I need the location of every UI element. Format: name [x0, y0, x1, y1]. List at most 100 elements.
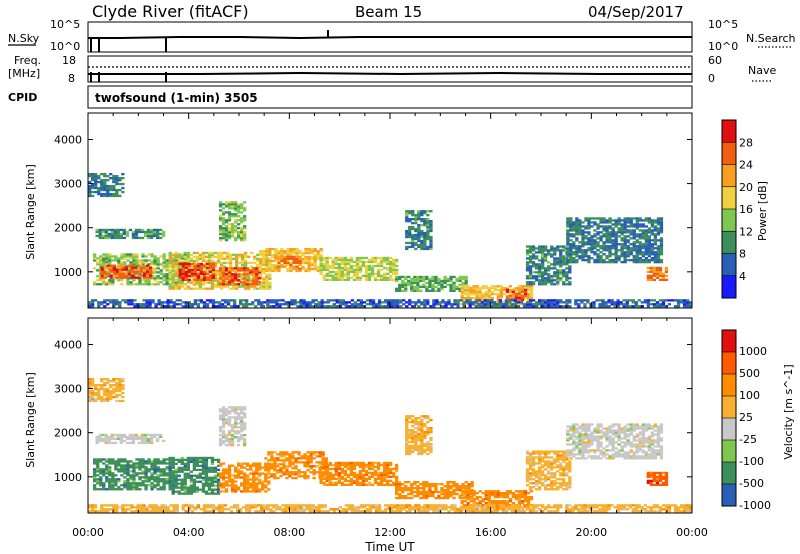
data-cell — [246, 488, 250, 491]
data-cell — [280, 250, 284, 253]
data-cell — [174, 271, 178, 274]
data-cell — [121, 264, 125, 267]
data-cell — [682, 299, 687, 302]
data-cell — [219, 287, 224, 290]
data-cell — [208, 274, 213, 277]
data-cell — [649, 278, 653, 281]
data-cell — [216, 255, 221, 258]
data-cell — [277, 250, 281, 253]
data-cell — [122, 232, 126, 236]
data-cell — [221, 237, 226, 240]
data-cell — [566, 243, 570, 246]
data-cell — [364, 483, 369, 486]
data-cell — [417, 218, 421, 221]
data-cell — [106, 299, 110, 302]
data-cell — [535, 263, 539, 266]
data-cell — [584, 259, 588, 262]
data-cell — [160, 301, 164, 304]
data-cell — [599, 221, 603, 224]
data-cell — [460, 291, 464, 294]
data-cell — [408, 235, 412, 239]
data-cell — [395, 268, 399, 271]
data-cell — [625, 301, 629, 304]
data-cell — [276, 453, 280, 456]
data-cell — [111, 480, 115, 483]
data-cell — [638, 235, 642, 238]
data-cell — [300, 471, 304, 474]
data-cell — [432, 305, 436, 308]
data-cell — [659, 249, 664, 252]
data-cell — [240, 267, 244, 270]
data-cell — [166, 305, 170, 308]
data-cell — [541, 279, 545, 282]
data-cell — [159, 472, 163, 475]
data-cell — [174, 482, 178, 485]
data-cell — [288, 455, 292, 458]
data-cell — [162, 460, 166, 463]
data-cell — [602, 249, 606, 252]
data-cell — [292, 250, 296, 253]
data-cell — [319, 266, 323, 270]
data-cell — [234, 209, 238, 212]
data-cell — [151, 301, 155, 304]
data-cell — [235, 259, 239, 262]
data-cell — [517, 296, 522, 299]
data-cell — [149, 435, 154, 439]
data-cell — [204, 492, 209, 495]
data-cell — [322, 276, 326, 279]
data-cell — [437, 283, 441, 286]
data-cell — [98, 236, 102, 240]
data-cell — [659, 217, 664, 220]
data-cell — [192, 486, 196, 489]
data-cell — [237, 227, 241, 230]
data-cell — [538, 263, 542, 266]
data-cell — [410, 287, 414, 290]
data-cell — [162, 462, 166, 465]
data-cell — [123, 253, 127, 256]
data-cell — [492, 305, 496, 308]
data-cell — [123, 458, 127, 461]
data-cell — [94, 190, 98, 194]
data-cell — [401, 279, 405, 283]
data-cell — [168, 277, 172, 280]
data-cell — [186, 488, 190, 491]
data-cell — [125, 232, 130, 236]
data-cell — [132, 484, 136, 487]
data-cell — [538, 259, 542, 262]
data-cell — [544, 305, 548, 308]
data-cell — [91, 173, 95, 176]
data-cell — [526, 299, 531, 302]
data-cell — [396, 303, 400, 306]
data-cell — [183, 490, 187, 493]
data-cell — [224, 201, 229, 204]
data-cell — [346, 467, 350, 471]
data-cell — [587, 233, 591, 236]
data-cell — [340, 276, 344, 279]
data-cell — [192, 255, 196, 258]
data-cell — [647, 237, 651, 240]
data-cell — [607, 305, 611, 308]
data-cell — [103, 299, 107, 302]
data-cell — [640, 301, 644, 304]
data-cell — [392, 264, 396, 268]
data-cell — [531, 303, 536, 306]
data-cell — [334, 260, 338, 264]
data-cell — [653, 261, 657, 264]
data-cell — [481, 293, 485, 296]
data-cell — [623, 243, 627, 246]
data-cell — [569, 259, 573, 262]
data-cell — [547, 267, 551, 270]
data-cell — [556, 271, 560, 274]
data-cell — [599, 231, 603, 234]
data-cell — [147, 476, 151, 479]
data-cell — [634, 303, 638, 306]
data-cell — [237, 219, 241, 222]
data-cell — [414, 301, 418, 304]
data-cell — [153, 462, 157, 465]
data-cell — [125, 437, 130, 441]
data-cell — [370, 465, 375, 469]
data-cell — [623, 227, 627, 230]
data-cell — [319, 477, 323, 480]
data-cell — [227, 207, 232, 210]
data-cell — [511, 292, 516, 295]
